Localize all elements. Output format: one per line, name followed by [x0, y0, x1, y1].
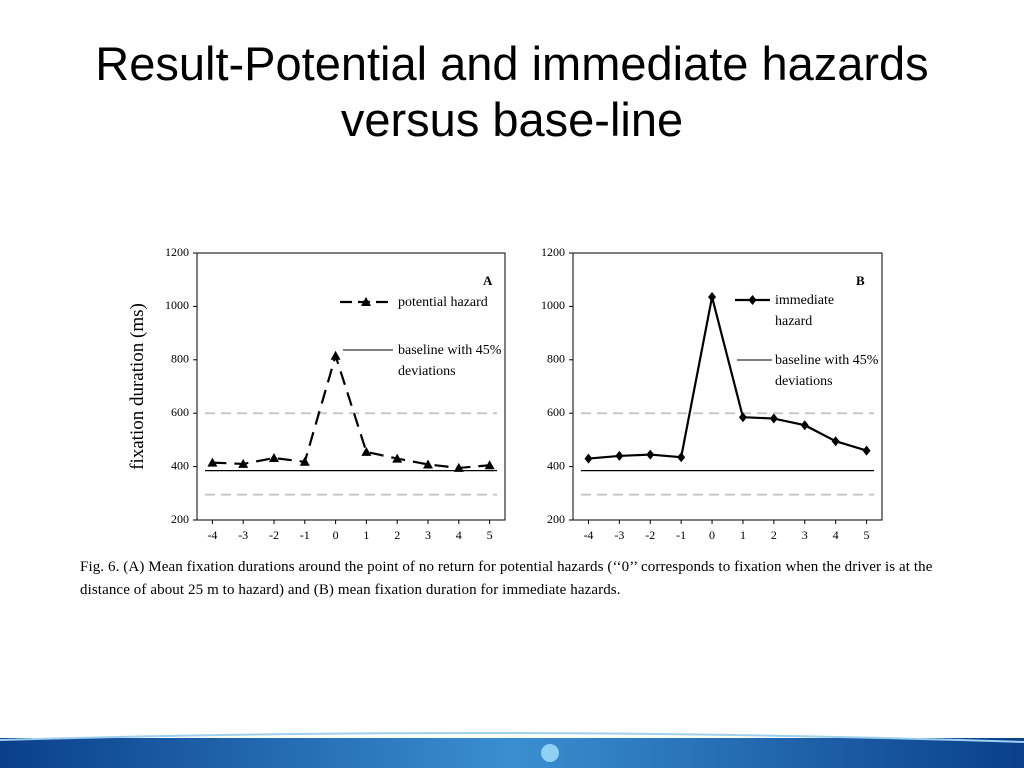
x-tick-label: -4: [207, 528, 217, 542]
data-point: [453, 462, 464, 472]
legend-baseline-label-box: baseline with 45% deviations: [398, 343, 502, 379]
data-point: [299, 456, 310, 466]
data-point: [769, 413, 778, 424]
data-point: [584, 453, 593, 464]
panel-label: B: [856, 273, 865, 288]
data-point: [238, 458, 249, 468]
x-tick-label: 5: [864, 528, 870, 542]
y-tick-label: 200: [171, 512, 189, 526]
x-tick-label: -1: [676, 528, 686, 542]
x-tick-label: 1: [740, 528, 746, 542]
data-point: [207, 457, 218, 467]
y-tick-label: 600: [547, 405, 565, 419]
data-point: [330, 350, 341, 360]
plot-frame: [196, 252, 506, 521]
legend-baseline-label-box: baseline with 45% deviations: [775, 353, 879, 389]
x-tick-label: 3: [802, 528, 808, 542]
x-tick-label: -4: [583, 528, 593, 542]
x-tick-label: 4: [833, 528, 839, 542]
data-point: [646, 449, 655, 460]
series-line: [212, 352, 490, 470]
figure-caption: Fig. 6. (A) Mean fixation durations arou…: [80, 559, 933, 598]
plot-frame: [572, 252, 883, 521]
x-tick-label: 4: [456, 528, 462, 542]
x-tick-label: -1: [300, 528, 310, 542]
slide-title-box: Result-Potential and immediate hazards v…: [95, 37, 929, 146]
x-tick-label: -2: [645, 528, 655, 542]
data-point: [361, 446, 372, 456]
y-tick-label: 1200: [541, 245, 565, 259]
legend-marker: [361, 297, 371, 306]
data-point: [484, 460, 495, 470]
legend-label-box: potential hazard: [398, 295, 488, 310]
footer-band: [0, 738, 1024, 768]
legend-baseline-label: baseline with 45% deviations: [775, 353, 879, 389]
y-tick-label: 600: [171, 405, 189, 419]
data-point: [708, 292, 717, 303]
x-tick-label: -3: [614, 528, 624, 542]
y-tick-label: 200: [547, 512, 565, 526]
x-tick-label: -3: [238, 528, 248, 542]
x-tick-label: -2: [269, 528, 279, 542]
legend-marker: [748, 295, 757, 305]
x-tick-label: 0: [709, 528, 715, 542]
x-tick-label: 0: [333, 528, 339, 542]
y-tick-label: 1200: [165, 245, 189, 259]
footer-curve: [0, 731, 1024, 743]
y-tick-label: 800: [547, 352, 565, 366]
y-tick-label: 800: [171, 352, 189, 366]
data-point: [423, 459, 433, 469]
x-tick-label: 5: [487, 528, 493, 542]
x-tick-label: 3: [425, 528, 431, 542]
figure-caption-box: Fig. 6. (A) Mean fixation durations arou…: [80, 559, 933, 598]
x-tick-label: 1: [363, 528, 369, 542]
y-tick-label: 1000: [541, 298, 565, 312]
y-tick-label: 400: [171, 458, 189, 472]
series-line: [588, 296, 867, 460]
data-point: [738, 412, 747, 423]
footer-dot: [541, 744, 559, 762]
legend-label: potential hazard: [398, 295, 488, 310]
y-axis-label: fixation duration (ms): [127, 303, 148, 470]
data-point: [615, 450, 624, 461]
data-point: [862, 445, 871, 456]
data-point: [392, 453, 403, 463]
y-tick-label: 1000: [165, 298, 189, 312]
x-tick-label: 2: [771, 528, 777, 542]
data-point: [800, 420, 809, 431]
legend-label: immediate hazard: [775, 293, 835, 329]
legend-baseline-label: baseline with 45% deviations: [398, 343, 502, 379]
slide-title: Result-Potential and immediate hazards v…: [95, 37, 929, 146]
y-tick-label: 400: [547, 458, 565, 472]
panel-label: A: [483, 273, 493, 288]
x-tick-label: 2: [394, 528, 400, 542]
legend-label-box: immediate hazard: [775, 293, 835, 329]
data-point: [677, 452, 686, 463]
data-point: [831, 436, 840, 447]
data-point: [269, 453, 279, 463]
